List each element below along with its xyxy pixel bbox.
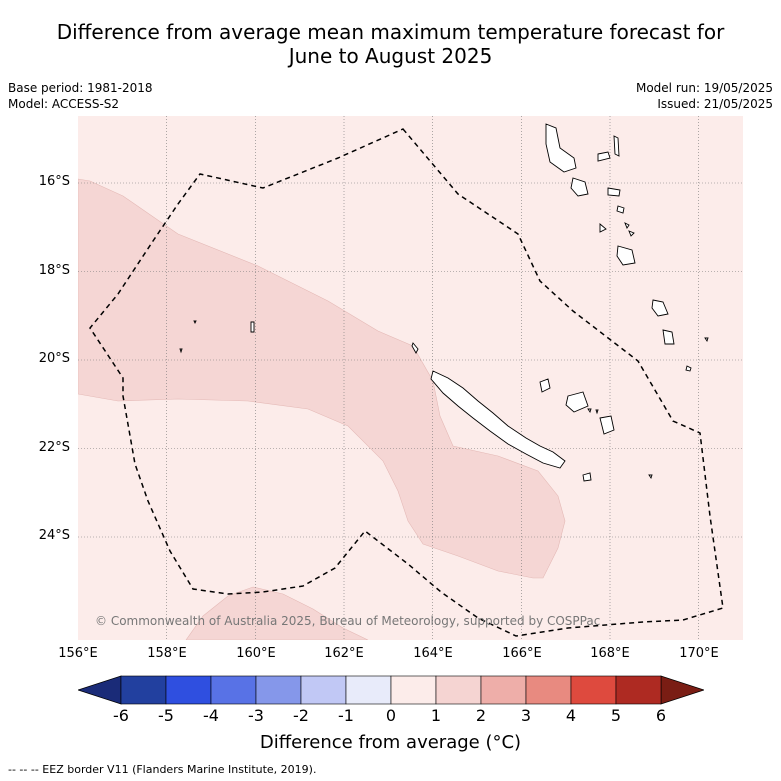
matthew-islet bbox=[648, 474, 653, 480]
belep-islands bbox=[411, 342, 419, 354]
chesterfield-islet bbox=[250, 321, 255, 333]
lat-label-22s: 22°S bbox=[38, 440, 70, 455]
title-line-1: Difference from average mean maximum tem… bbox=[56, 20, 725, 44]
colorbar-tick-label: -3 bbox=[248, 706, 264, 725]
issued-date: Issued: 21/05/2025 bbox=[657, 97, 773, 111]
loyalty-island-lifou bbox=[565, 391, 589, 413]
reef-islet-d bbox=[595, 409, 599, 415]
colorbar-tick-label: -4 bbox=[203, 706, 219, 725]
map-title: Difference from average mean maximum tem… bbox=[0, 20, 781, 68]
colorbar-tick-label: -6 bbox=[113, 706, 129, 725]
colorbar-over-arrow bbox=[660, 675, 704, 705]
colorbar bbox=[78, 675, 704, 705]
hunter-islet bbox=[704, 337, 709, 343]
colorbar-bin bbox=[345, 675, 392, 705]
colorbar-under-arrow bbox=[78, 675, 122, 705]
eez-legend-footer: -- -- -- EEZ border V11 (Flanders Marine… bbox=[8, 763, 317, 776]
lon-label-164e: 164°E bbox=[413, 646, 453, 661]
vanuatu-maewo bbox=[613, 135, 620, 157]
vanuatu-tanna bbox=[662, 329, 675, 345]
colorbar-tick-label: 6 bbox=[655, 706, 667, 725]
lat-label-20s: 20°S bbox=[38, 351, 70, 366]
colorbar-bin bbox=[300, 675, 347, 705]
base-period: Base period: 1981-2018 bbox=[8, 81, 153, 95]
model-name: Model: ACCESS-S2 bbox=[8, 97, 120, 111]
colorbar-tick-label: 4 bbox=[565, 706, 577, 725]
lon-label-156e: 156°E bbox=[58, 646, 98, 661]
reef-islet-b bbox=[193, 320, 197, 325]
reef-islet-a bbox=[179, 348, 183, 354]
vanuatu-shepherds bbox=[624, 222, 630, 229]
anomaly-field-1-2-south bbox=[185, 586, 369, 640]
lon-label-160e: 160°E bbox=[236, 646, 276, 661]
lon-label-170e: 170°E bbox=[679, 646, 719, 661]
vanuatu-espiritu-santo bbox=[545, 123, 577, 173]
meta-left: Base period: 1981-2018 Model: ACCESS-S2 bbox=[8, 80, 153, 112]
colorbar-tick-label: 3 bbox=[520, 706, 532, 725]
lat-label-18s: 18°S bbox=[38, 263, 70, 278]
vanuatu-efate bbox=[616, 245, 636, 266]
model-run: Model run: 19/05/2025 bbox=[635, 81, 773, 95]
colorbar-bin bbox=[255, 675, 302, 705]
lat-label-24s: 24°S bbox=[38, 528, 70, 543]
copyright-credit: © Commonwealth of Australia 2025, Bureau… bbox=[95, 614, 601, 628]
colorbar-tick-label: 1 bbox=[430, 706, 442, 725]
title-line-2: June to August 2025 bbox=[288, 44, 493, 68]
colorbar-bin bbox=[210, 675, 257, 705]
colorbar-bin bbox=[615, 675, 662, 705]
vanuatu-pentecost bbox=[597, 151, 611, 162]
colorbar-tick-label: 5 bbox=[610, 706, 622, 725]
colorbar-tick-label: -5 bbox=[158, 706, 174, 725]
map-canvas bbox=[78, 116, 743, 640]
colorbar-bin bbox=[165, 675, 212, 705]
vanuatu-ambrym bbox=[607, 187, 621, 197]
colorbar-title: Difference from average (°C) bbox=[259, 732, 522, 753]
colorbar-bin bbox=[390, 675, 437, 705]
vanuatu-tongoa bbox=[628, 230, 635, 237]
vanuatu-erromango bbox=[651, 299, 669, 317]
colorbar-tick-label: -2 bbox=[293, 706, 309, 725]
isle-of-pines bbox=[582, 472, 592, 482]
vanuatu-malekula bbox=[570, 177, 589, 197]
vanuatu-epi bbox=[616, 205, 625, 214]
lat-label-16s: 16°S bbox=[38, 174, 70, 189]
reef-islet-c bbox=[587, 408, 592, 414]
lon-label-162e: 162°E bbox=[324, 646, 364, 661]
lon-label-166e: 166°E bbox=[502, 646, 542, 661]
colorbar-bin bbox=[570, 675, 617, 705]
colorbar-bin bbox=[120, 675, 167, 705]
colorbar-tick-label: 0 bbox=[385, 706, 397, 725]
meta-right: Model run: 19/05/2025 Issued: 21/05/2025 bbox=[636, 80, 773, 112]
colorbar-bin bbox=[525, 675, 572, 705]
loyalty-island-mare bbox=[599, 415, 615, 435]
colorbar-bin bbox=[480, 675, 527, 705]
colorbar-tick-label: -1 bbox=[338, 706, 354, 725]
vanuatu-aneityum bbox=[685, 365, 692, 372]
vanuatu-torres bbox=[599, 223, 607, 233]
lon-label-158e: 158°E bbox=[147, 646, 187, 661]
loyalty-island-ouvea bbox=[539, 378, 551, 393]
coastlines bbox=[179, 123, 709, 482]
colorbar-tick-label: 2 bbox=[475, 706, 487, 725]
colorbar-bin bbox=[435, 675, 482, 705]
lon-label-168e: 168°E bbox=[590, 646, 630, 661]
anomaly-field-1-2 bbox=[78, 178, 566, 579]
new-caledonia-island bbox=[430, 370, 566, 469]
eez-border bbox=[89, 128, 724, 637]
